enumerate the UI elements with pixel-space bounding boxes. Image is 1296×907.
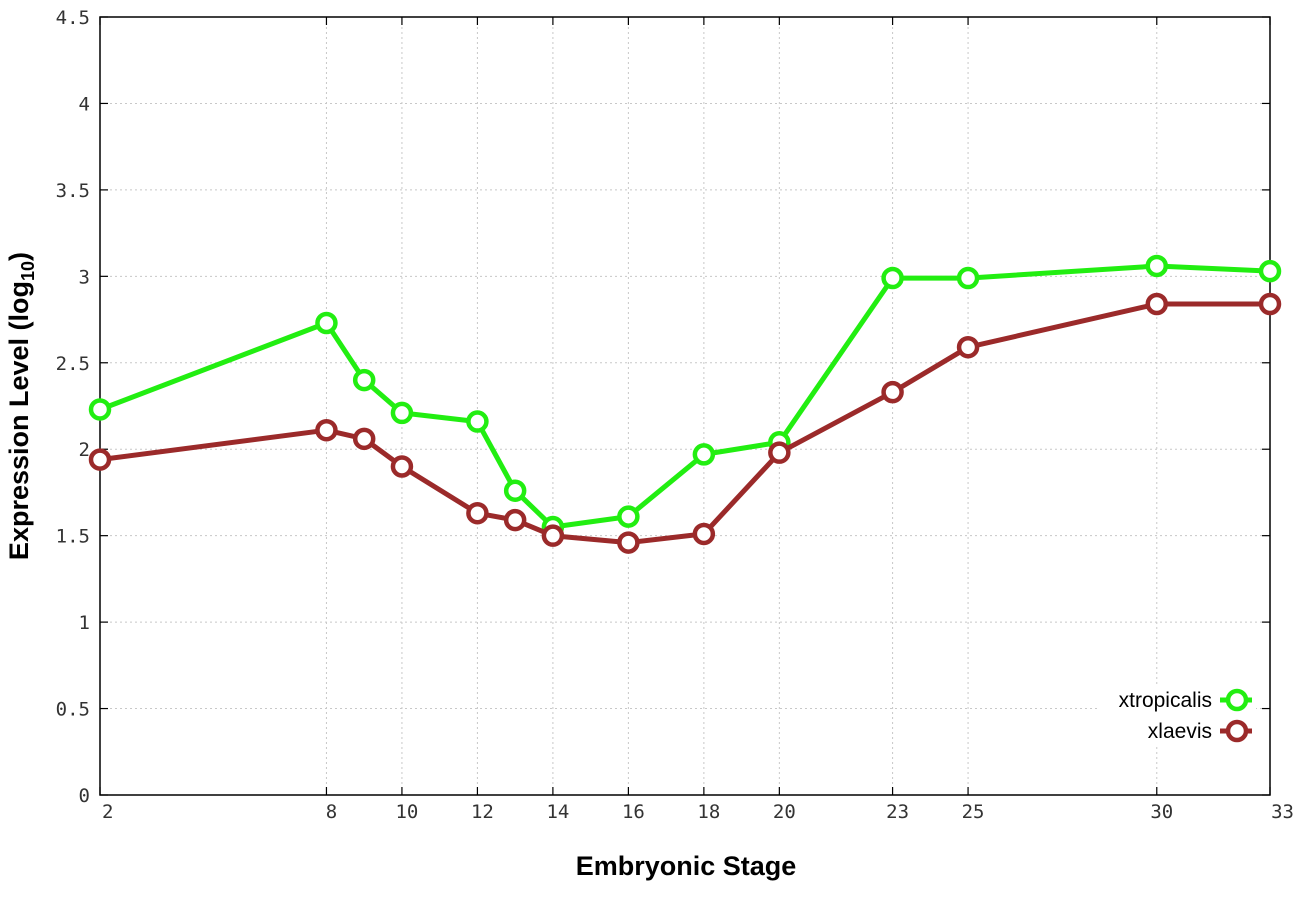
y-axis-title: Expression Level (log10) xyxy=(4,252,38,560)
y-axis-title-main: Expression Level (log xyxy=(4,281,34,560)
y-tick-label: 2 xyxy=(79,439,90,461)
legend: xtropicalis xlaevis xyxy=(1098,684,1256,745)
data-point-xlaevis xyxy=(956,335,980,359)
x-tick-label: 2 xyxy=(102,801,113,823)
y-tick-label: 4.5 xyxy=(56,7,90,29)
data-point-xtropicalis xyxy=(692,443,716,466)
data-point-xlaevis xyxy=(768,441,791,464)
y-tick-label: 1 xyxy=(79,612,90,634)
series-line-xtropicalis xyxy=(97,263,1273,530)
x-axis-title: Embryonic Stage xyxy=(576,851,797,881)
y-tick-label: 3 xyxy=(79,266,90,288)
data-point-xtropicalis xyxy=(315,311,338,335)
x-tick-label: 12 xyxy=(471,801,494,823)
data-point-xtropicalis xyxy=(88,398,112,421)
y-tick-label: 0.5 xyxy=(56,699,90,721)
data-point-xlaevis xyxy=(88,448,112,471)
x-tick-label: 30 xyxy=(1150,801,1173,823)
data-point-xlaevis xyxy=(315,418,338,442)
y-tick-label: 0 xyxy=(79,785,90,807)
series-layer xyxy=(88,254,1282,554)
data-point-xtropicalis xyxy=(503,479,527,502)
grid-layer xyxy=(100,17,1270,795)
y-tick-label: 4 xyxy=(79,93,90,115)
data-point-xlaevis xyxy=(352,427,376,451)
y-tick-label: 1.5 xyxy=(56,526,90,548)
legend-label: xtropicalis xyxy=(1119,689,1212,712)
data-point-xtropicalis xyxy=(390,401,414,425)
data-point-xlaevis xyxy=(692,522,716,546)
x-tick-label: 23 xyxy=(886,801,909,823)
data-point-xtropicalis xyxy=(1258,259,1282,283)
x-tick-label: 25 xyxy=(962,801,985,823)
data-point-xlaevis xyxy=(1258,292,1282,316)
legend-marker-swatch xyxy=(1225,688,1249,712)
x-tick-label: 14 xyxy=(546,801,569,823)
y-axis-title-subscript: 10 xyxy=(18,261,38,281)
tick-layer: 0 0.5 1 1.5 2 2.5 3 3.5 4 4.5 2 8 10 12 14 16 18 20 23 25 30… xyxy=(56,7,1294,823)
x-tick-label: 16 xyxy=(622,801,645,823)
x-tick-label: 10 xyxy=(395,801,418,823)
data-point-xtropicalis xyxy=(466,410,489,433)
data-point-xlaevis xyxy=(617,531,640,554)
x-tick-label: 33 xyxy=(1271,801,1294,823)
series-line-xlaevis xyxy=(97,301,1273,546)
x-tick-label: 18 xyxy=(697,801,720,823)
x-tick-label: 20 xyxy=(773,801,796,823)
data-point-xtropicalis xyxy=(881,266,904,290)
data-point-xlaevis xyxy=(503,508,527,532)
data-point-xtropicalis xyxy=(352,368,376,392)
data-point-xtropicalis xyxy=(617,505,640,528)
data-point-xlaevis xyxy=(541,524,565,547)
data-point-xlaevis xyxy=(390,455,414,478)
legend-label: xlaevis xyxy=(1148,720,1212,743)
data-point-xlaevis xyxy=(1145,292,1169,316)
data-point-xlaevis xyxy=(466,501,489,525)
data-point-xtropicalis xyxy=(956,266,980,290)
data-point-xlaevis xyxy=(881,380,904,404)
legend-marker-swatch xyxy=(1225,719,1249,743)
plot-frame xyxy=(99,16,1271,796)
x-tick-label: 8 xyxy=(326,801,337,823)
y-axis-title-close: ) xyxy=(4,252,34,261)
data-point-xtropicalis xyxy=(1145,254,1169,278)
y-tick-label: 2.5 xyxy=(56,353,90,375)
y-tick-label: 3.5 xyxy=(56,180,90,202)
